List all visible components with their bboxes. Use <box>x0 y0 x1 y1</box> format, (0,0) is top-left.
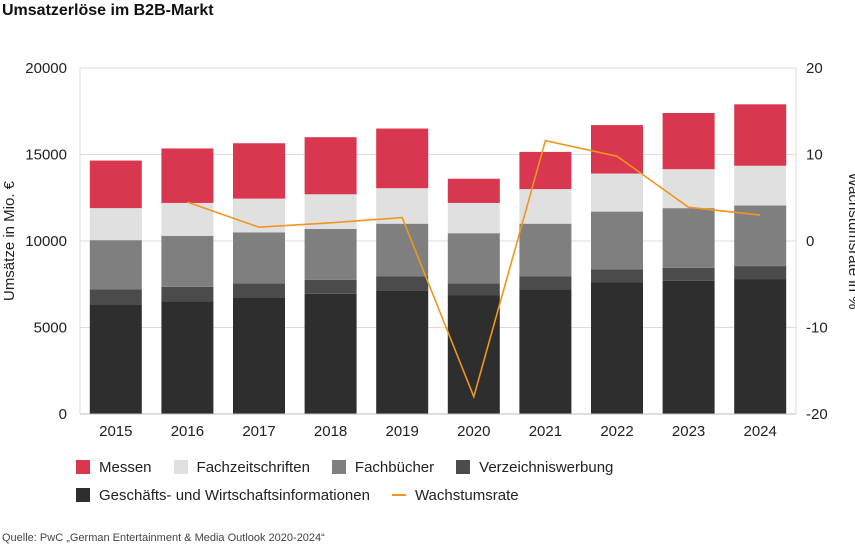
y2-tick-label: -20 <box>806 406 828 423</box>
legend-item-wachstumsrate: Wachstumsrate <box>391 486 519 504</box>
x-tick-label: 2024 <box>744 423 777 440</box>
bar-segment <box>591 211 643 270</box>
bar-segment <box>519 289 572 414</box>
bar-segment <box>662 280 715 414</box>
legend-swatch-wachstumsrate <box>391 494 406 496</box>
y-tick-label: 15000 <box>25 147 67 164</box>
bar-segment <box>447 178 500 203</box>
bar-segment <box>591 269 643 283</box>
legend-item-fachbuecher: Fachbücher <box>331 458 435 476</box>
bar-segment <box>89 160 142 209</box>
bar-segment <box>161 301 214 414</box>
legend-swatch-geschaeftsinfo <box>76 488 90 502</box>
y-axis-label: Umsätze in Mio. € <box>1 180 18 301</box>
growth-rate-line <box>187 139 761 400</box>
x-tick-label: 2018 <box>314 423 347 440</box>
y2-axis-label: Wachstumsrate in % <box>845 173 855 310</box>
bar-segment <box>233 283 285 298</box>
x-tick-label: 2015 <box>99 423 132 440</box>
bar-segment <box>376 276 429 291</box>
legend-swatch-fachzeitschriften <box>173 460 188 474</box>
chart-title: Umsatzerlöse im B2B-Markt <box>2 2 214 19</box>
growth-line-group <box>187 139 761 400</box>
x-tick-label: 2021 <box>529 423 562 440</box>
bar-segment <box>734 165 787 206</box>
y2-tick-label: -10 <box>806 320 828 337</box>
bar-segment <box>734 205 787 267</box>
x-tick-label: 2023 <box>672 423 705 440</box>
legend-swatch-messen <box>76 460 90 474</box>
bar-segment <box>447 233 500 284</box>
legend: Messen Fachzeitschriften Fachbücher Verz… <box>76 456 635 512</box>
stacked-bar-chart: 0 5000 10000 15000 20000 -20 -10 0 10 20 2015 2016 2… <box>1 60 855 440</box>
bar-segment <box>161 235 214 287</box>
bar-segment <box>519 223 572 277</box>
legend-item-verzeichniswerbung: Verzeichniswerbung <box>456 459 613 476</box>
x-tick-label: 2022 <box>600 423 633 440</box>
bar-segment <box>161 286 214 302</box>
bar-segment <box>304 279 357 294</box>
bar-segment <box>734 279 787 414</box>
y-tick-label: 5000 <box>34 320 67 337</box>
bar-segment <box>662 267 715 281</box>
x-tick-label: 2020 <box>457 423 490 440</box>
bar-segment <box>734 104 787 166</box>
x-tick-label: 2019 <box>386 423 419 440</box>
bar-segment <box>519 151 572 190</box>
legend-item-messen: Messen <box>76 459 152 476</box>
bar-segment <box>304 228 357 280</box>
legend-label-verzeichniswerbung: Verzeichniswerbung <box>479 458 614 476</box>
x-tick-label: 2017 <box>242 423 275 440</box>
bar-segment <box>591 282 643 414</box>
y-tick-label: 10000 <box>25 233 67 250</box>
bar-segment <box>447 202 500 234</box>
bar-segment <box>233 297 285 414</box>
bar-segment <box>376 223 429 277</box>
legend-row-2: Geschäfts- und Wirtschaftsinformationen … <box>76 484 635 506</box>
bar-segment <box>519 189 572 224</box>
bar-segment <box>89 305 142 414</box>
bar-segment <box>304 137 357 195</box>
legend-label-wachstumsrate: Wachstumsrate <box>414 486 519 504</box>
y2-tick-label: 10 <box>806 147 823 164</box>
bar-segment <box>591 125 643 174</box>
bar-group <box>89 104 787 414</box>
bar-segment <box>734 266 787 280</box>
y-tick-label: 20000 <box>25 60 67 77</box>
legend-label-geschaeftsinfo: Geschäfts- und Wirtschaftsinformationen <box>99 486 370 504</box>
legend-item-geschaeftsinfo: Geschäfts- und Wirtschaftsinformationen <box>76 487 370 504</box>
bar-segment <box>89 289 142 306</box>
legend-swatch-fachbuecher <box>331 460 346 474</box>
bar-segment <box>304 293 357 414</box>
bar-segment <box>376 128 429 189</box>
axes-group: 0 5000 10000 15000 20000 -20 -10 0 10 20 2015 2016 2… <box>1 60 855 440</box>
bar-segment <box>662 169 715 209</box>
bar-segment <box>519 276 572 290</box>
legend-label-messen: Messen <box>99 458 152 476</box>
bar-segment <box>662 112 715 170</box>
y2-tick-label: 20 <box>806 60 823 77</box>
bar-segment <box>376 290 429 414</box>
y-tick-label: 0 <box>59 406 67 423</box>
source-note: Quelle: PwC „German Entertainment & Medi… <box>2 532 325 544</box>
bar-segment <box>89 208 142 241</box>
legend-label-fachbuecher: Fachbücher <box>354 458 435 476</box>
legend-swatch-verzeichniswerbung <box>456 460 471 474</box>
legend-item-fachzeitschriften: Fachzeitschriften <box>173 458 310 476</box>
y2-tick-label: 0 <box>806 233 814 250</box>
bar-segment <box>89 240 142 290</box>
bar-segment <box>591 173 643 212</box>
bar-segment <box>233 232 285 284</box>
bar-segment <box>447 283 500 296</box>
bar-segment <box>662 208 715 268</box>
legend-label-fachzeitschriften: Fachzeitschriften <box>196 458 310 476</box>
legend-row-1: Messen Fachzeitschriften Fachbücher Verz… <box>76 456 635 478</box>
bar-segment <box>161 148 214 203</box>
x-tick-label: 2016 <box>171 423 204 440</box>
bar-segment <box>233 143 285 199</box>
